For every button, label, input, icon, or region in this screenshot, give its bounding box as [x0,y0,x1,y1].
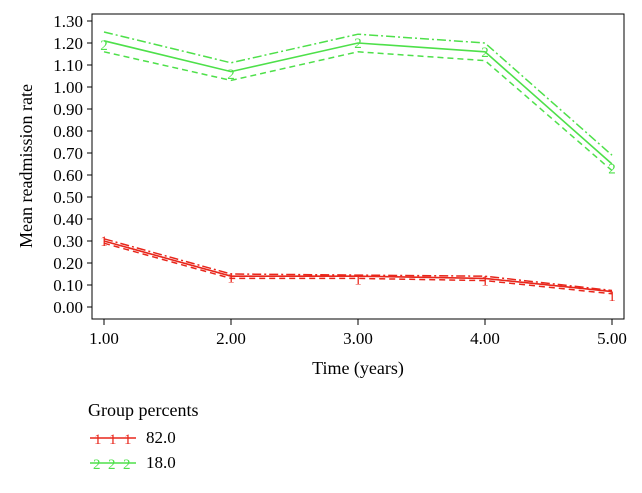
series-2-point-marker: 2 [227,67,235,83]
legend-title: Group percents [88,400,199,420]
y-tick-label: 0.30 [53,232,83,251]
series-2: 2 2 2 2 2 [100,31,616,177]
x-tick-label: 3.00 [343,329,373,348]
y-tick-label: 1.00 [53,78,83,97]
legend-swatch-series-2: 2 2 2 [90,457,136,472]
y-tick-label: 0.40 [53,210,83,229]
legend-swatch-series-1: 1 1 1 [90,432,136,447]
svg-text:2: 2 [108,457,116,472]
series-1-point-marker: 1 [354,273,362,289]
series-2-upper-bound [103,31,613,156]
x-tick-label: 5.00 [597,329,627,348]
y-tick-label: 0.80 [53,122,83,141]
series-2-point-marker: 2 [354,36,362,52]
y-tick-label: 0.00 [53,298,83,317]
series-layer: 1 1 1 1 1 2 2 2 2 2 [100,31,616,305]
legend-item-series-2: 2 2 2 18.0 [88,450,198,475]
svg-text:1: 1 [109,432,117,447]
series-1-point-marker: 1 [227,270,235,286]
series-1-point-marker: 1 [100,234,108,250]
y-axis-title: Mean readmission rate [16,84,36,248]
series-1-point-marker: 1 [608,289,616,305]
series-1-line [103,240,613,293]
series-2-line [103,40,613,165]
x-tick-label: 2.00 [216,329,246,348]
y-tick-label: 0.60 [53,166,83,185]
legend: Group percents 1 1 1 82.0 2 2 2 18.0 [88,400,198,475]
series-2-lower-bound [103,51,613,172]
y-tick-label: 1.10 [53,56,83,75]
x-axis: 1.00 2.00 3.00 4.00 5.00 [89,319,627,348]
series-1-upper-bound [103,238,613,292]
series-1-point-marker: 1 [481,274,489,290]
legend-label-series-1: 82.0 [146,427,176,447]
svg-text:2: 2 [123,457,131,472]
y-tick-label: 0.50 [53,188,83,207]
y-tick-label: 1.30 [53,12,83,31]
y-axis: 0.00 0.10 0.20 0.30 0.40 0.50 0.60 0.70 0.80 0.90… [53,12,92,317]
x-tick-label: 4.00 [470,329,500,348]
y-tick-label: 0.20 [53,254,83,273]
svg-text:1: 1 [94,432,102,447]
series-2-point-marker: 2 [608,161,616,177]
x-tick-label: 1.00 [89,329,119,348]
legend-item-series-1: 1 1 1 82.0 [88,425,198,450]
series-2-point-marker: 2 [100,38,108,54]
series-2-point-marker: 2 [481,45,489,61]
chart: 0.00 0.10 0.20 0.30 0.40 0.50 0.60 0.70 0.80 0.90… [16,12,627,379]
y-tick-label: 0.10 [53,276,83,295]
x-axis-title: Time (years) [312,358,404,379]
y-tick-label: 1.20 [53,34,83,53]
svg-text:1: 1 [124,432,132,447]
y-tick-label: 0.90 [53,100,83,119]
legend-label-series-2: 18.0 [146,452,176,472]
y-tick-label: 0.70 [53,144,83,163]
series-1: 1 1 1 1 1 [100,234,616,305]
svg-text:2: 2 [93,457,101,472]
